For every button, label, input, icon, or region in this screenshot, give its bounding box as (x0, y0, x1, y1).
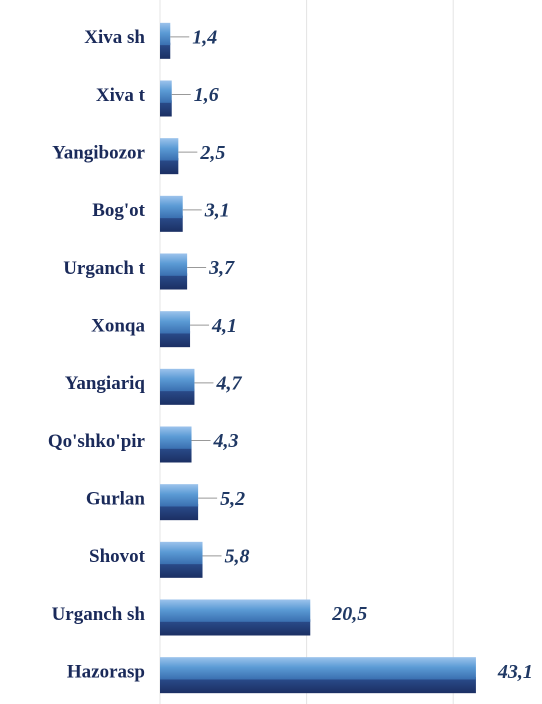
value-label: 20,5 (331, 603, 367, 625)
value-label: 1,6 (194, 84, 219, 106)
value-label: 4,3 (213, 430, 239, 452)
value-label: 43,1 (497, 661, 533, 683)
bar-shadow (160, 273, 188, 290)
bar-shadow (160, 42, 171, 59)
y-tick-label: Gurlan (86, 489, 146, 510)
y-tick-label: Hazorasp (67, 662, 145, 683)
bar-shadow (160, 446, 192, 463)
bar-shadow (160, 561, 203, 578)
bar (160, 426, 192, 449)
value-label: 3,7 (208, 257, 235, 279)
y-tick-label: Qo'shko'pir (48, 431, 146, 452)
bar (160, 195, 183, 219)
y-tick-label: Xiva t (96, 85, 146, 106)
bar-shadow (160, 215, 183, 232)
bar-shadow (160, 503, 199, 521)
value-label: 4,7 (215, 372, 242, 394)
bar-shadow (160, 388, 195, 405)
y-tick-label: Yangiariq (65, 373, 146, 394)
bar (160, 368, 195, 392)
bar-shadow (160, 619, 311, 636)
y-tick-label: Urganch t (63, 258, 145, 279)
value-label: 5,8 (225, 545, 250, 567)
y-tick-label: Xiva sh (84, 27, 145, 48)
bar-shadow (160, 676, 476, 694)
bar (160, 253, 188, 276)
bar-shadow (160, 330, 191, 348)
value-label: 3,1 (204, 199, 230, 221)
value-label: 2,5 (199, 142, 225, 164)
bar (160, 657, 476, 680)
bar (160, 22, 171, 46)
value-label: 4,1 (211, 315, 237, 337)
bar (160, 599, 311, 622)
y-tick-label: Bog'ot (92, 200, 145, 221)
bar (160, 484, 199, 507)
bar (160, 541, 203, 565)
bar-shadow (160, 157, 179, 175)
y-tick-label: Xonqa (91, 316, 145, 337)
bar (160, 80, 172, 103)
bar (160, 311, 191, 334)
value-label: 5,2 (220, 488, 245, 510)
value-label: 1,4 (192, 26, 217, 48)
bar (160, 138, 179, 161)
y-tick-label: Shovot (89, 546, 146, 567)
y-tick-label: Yangibozor (52, 143, 145, 164)
bar-shadow (160, 100, 172, 117)
y-tick-label: Urganch sh (52, 604, 146, 625)
